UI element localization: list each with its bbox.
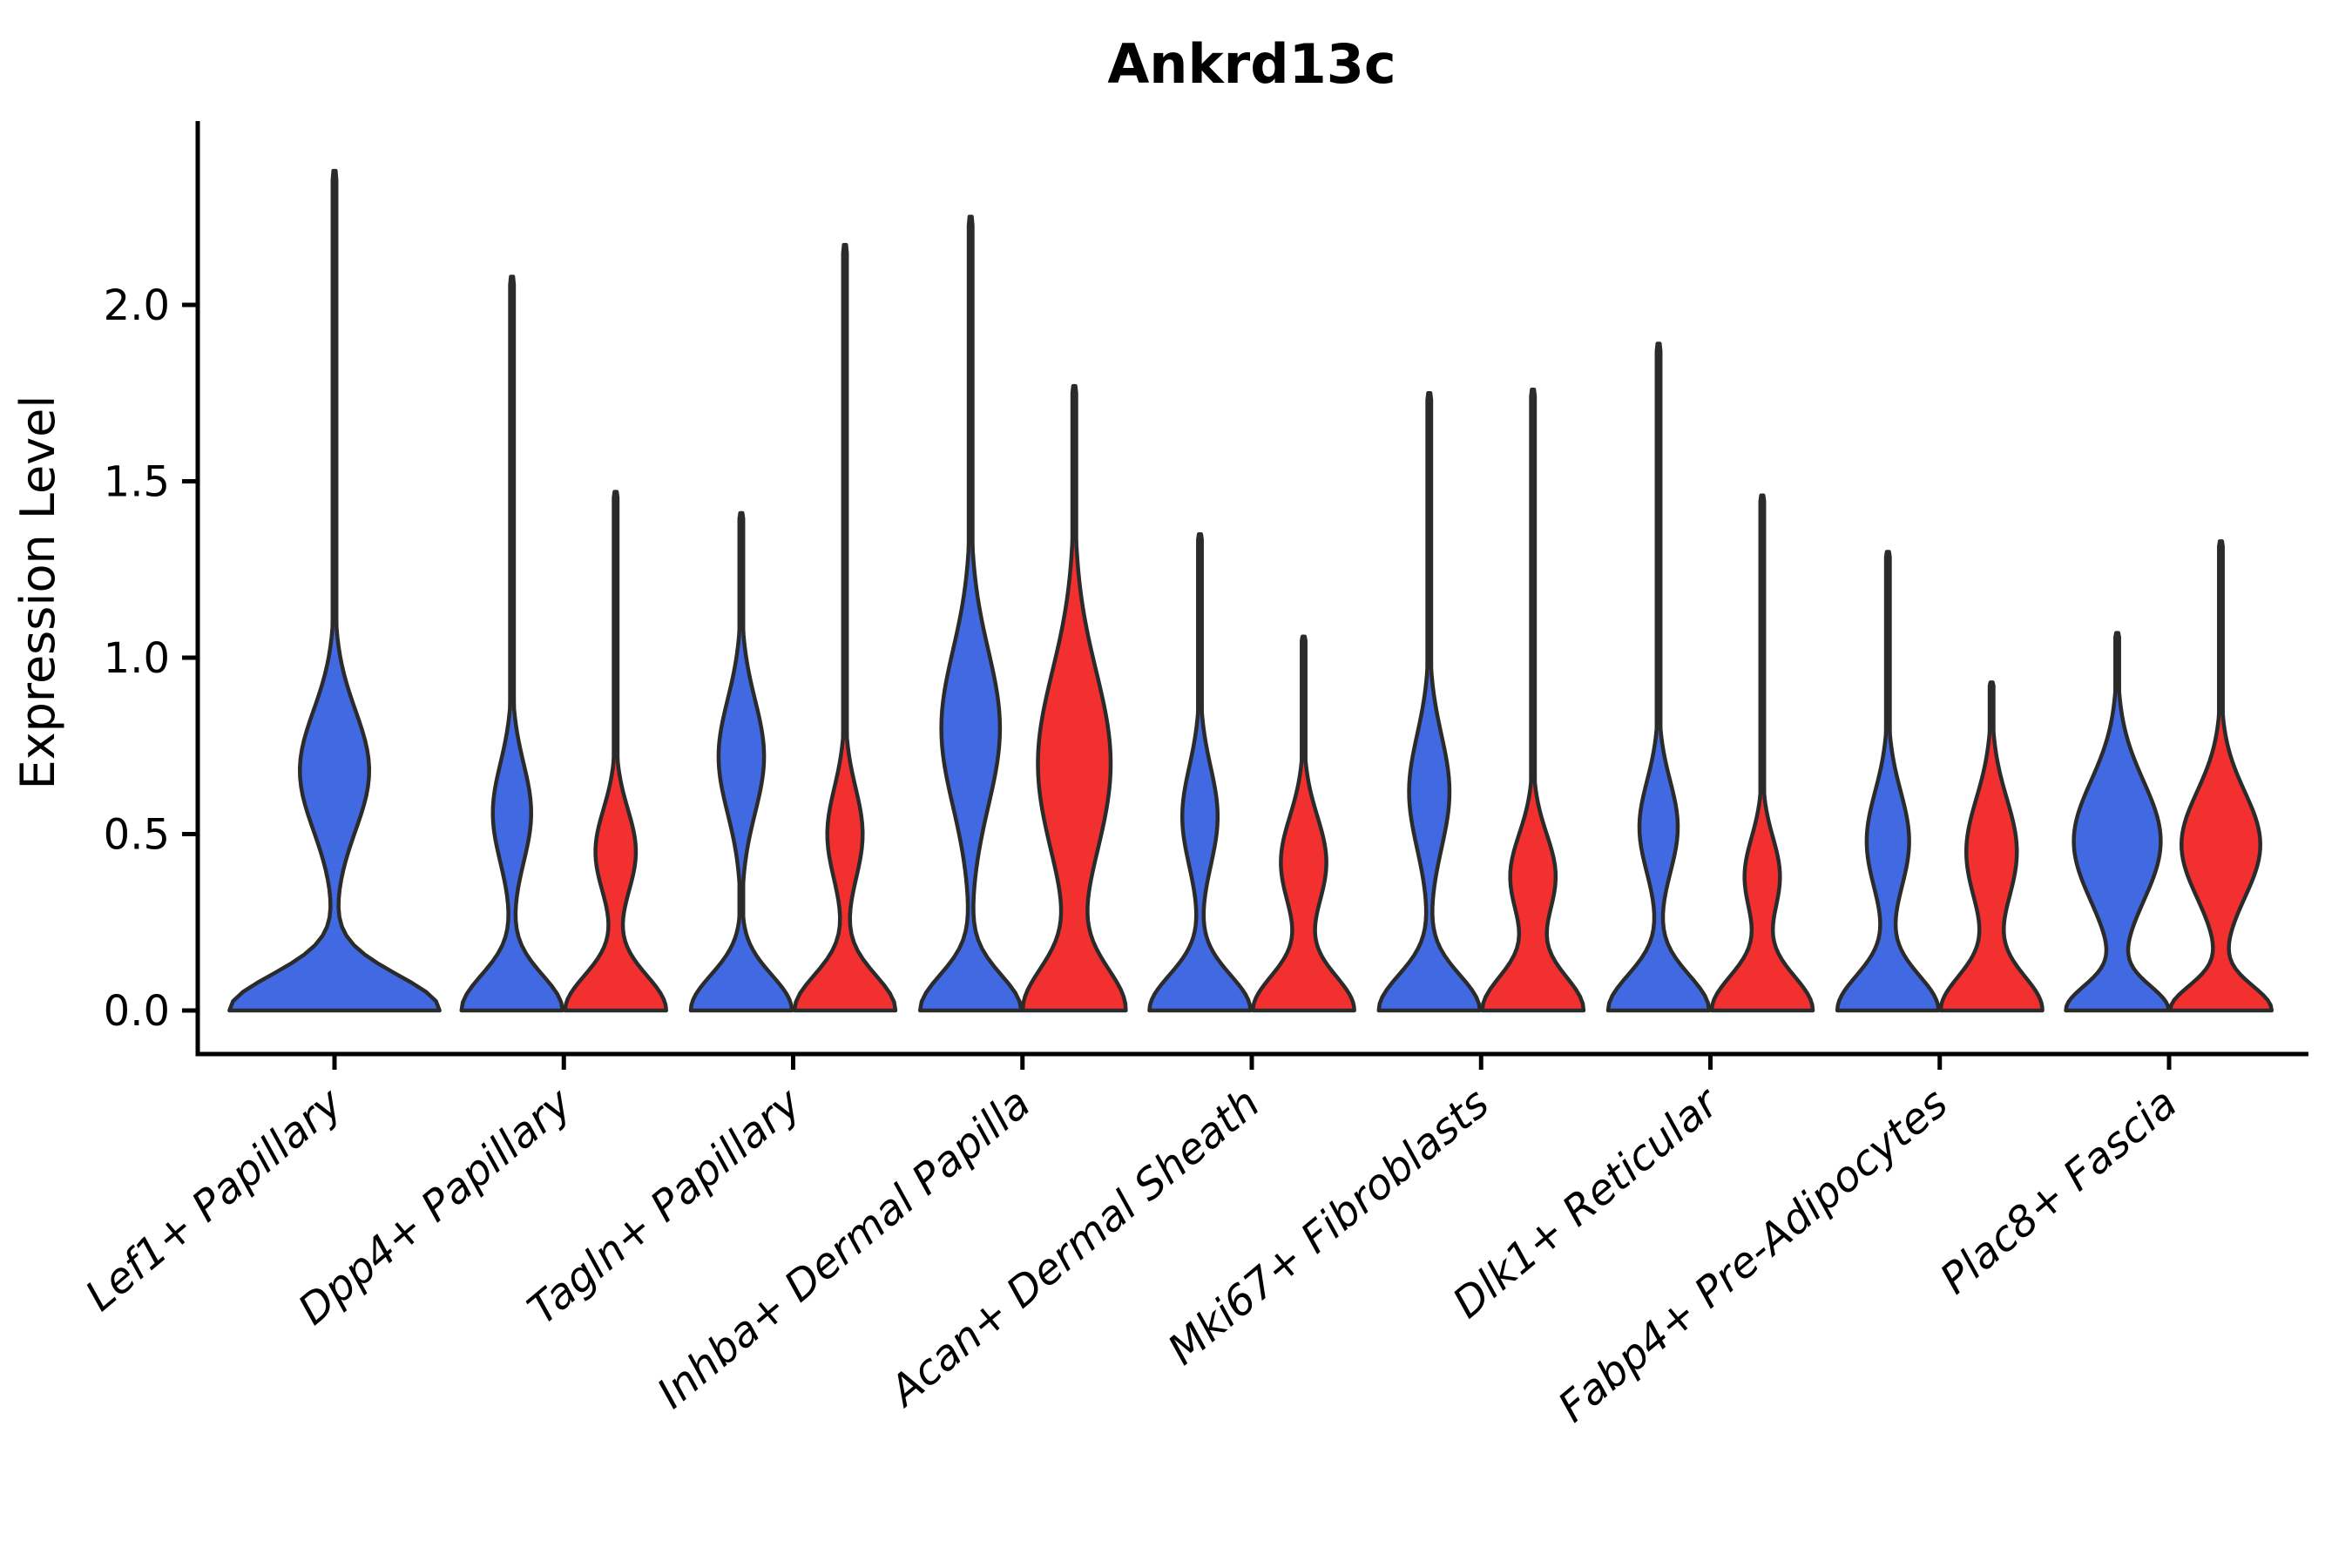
y-tick-label: 1.5 — [104, 458, 170, 507]
violin-blue-4 — [1147, 532, 1253, 1013]
violin-red-5 — [1480, 387, 1586, 1013]
violin-red-8 — [2167, 539, 2274, 1013]
y-axis-label: Expression Level — [10, 395, 65, 790]
y-tick-label: 2.0 — [104, 281, 170, 330]
x-tick-label: Acan+ Dermal Sheath — [879, 1078, 1269, 1416]
violin-blue-3 — [917, 214, 1024, 1013]
chart-title: Ankrd13c — [1107, 32, 1396, 96]
violin-blue-5 — [1376, 391, 1483, 1013]
violin-blue-2 — [688, 510, 794, 1013]
violin-red-1 — [563, 490, 669, 1013]
violin-red-4 — [1251, 634, 1356, 1013]
violin-red-7 — [1938, 680, 2044, 1013]
x-tick-label: Fabp4+ Pre-Adipocytes — [1549, 1078, 1957, 1432]
violin-blue-8 — [2064, 631, 2171, 1013]
violin-blue-7 — [1835, 550, 1941, 1013]
x-tick-label: Plac8+ Fascia — [1931, 1078, 2186, 1303]
violin-blue-1 — [459, 274, 565, 1013]
violin-blue-0 — [227, 168, 442, 1013]
violin-red-2 — [792, 242, 898, 1013]
y-tick-label: 0.0 — [104, 987, 170, 1036]
y-tick-label: 0.5 — [104, 811, 170, 860]
y-tick-label: 1.0 — [104, 634, 170, 683]
violin-red-6 — [1709, 493, 1815, 1013]
violins-layer — [227, 168, 2274, 1013]
violin-blue-6 — [1605, 341, 1712, 1013]
violin-red-3 — [1020, 383, 1128, 1013]
x-tick-label: Inhba+ Dermal Papilla — [648, 1078, 1039, 1418]
